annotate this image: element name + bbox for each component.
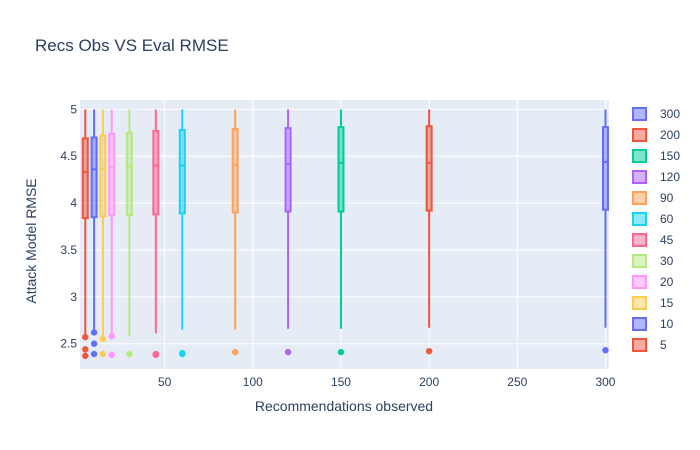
- box-traces: [81, 109, 609, 360]
- legend-item-60[interactable]: 60: [632, 212, 674, 226]
- box-20: [108, 109, 116, 359]
- legend-item-20[interactable]: 20: [632, 275, 674, 289]
- box-body: [152, 129, 160, 216]
- box-150: [337, 109, 345, 356]
- x-tick-label: 200: [419, 375, 439, 389]
- box-body: [99, 134, 107, 218]
- box-body: [425, 125, 433, 212]
- legend-swatch: [632, 317, 647, 331]
- legend-swatch: [632, 212, 647, 226]
- y-axis-label: Attack Model RMSE: [23, 178, 39, 303]
- x-tick-label: 100: [243, 375, 263, 389]
- box-body: [337, 126, 345, 213]
- y-tick-labels: 2.5 3 3.5 4 4.5 5: [60, 102, 77, 350]
- box-300: [601, 109, 609, 354]
- outlier-point: [90, 340, 98, 347]
- legend-item-90[interactable]: 90: [632, 191, 674, 205]
- x-axis-label: Recommendations observed: [255, 398, 433, 414]
- y-tick-label: 4.5: [60, 149, 77, 163]
- legend-item-200[interactable]: 200: [632, 128, 680, 142]
- box-120: [284, 109, 292, 356]
- legend-swatch: [632, 128, 647, 142]
- box-30: [125, 109, 133, 358]
- box-60: [178, 109, 186, 358]
- box-10: [90, 109, 98, 358]
- legend-item-45[interactable]: 45: [632, 233, 674, 247]
- outlier-point: [99, 350, 107, 358]
- box-15: [99, 109, 107, 358]
- legend-item-15[interactable]: 15: [632, 296, 674, 310]
- box-body: [601, 126, 609, 211]
- y-tick-label: 3.5: [60, 243, 77, 257]
- x-tick-label: 150: [331, 375, 351, 389]
- legend-label: 45: [660, 233, 674, 247]
- outlier-point: [90, 329, 98, 336]
- y-tick-label: 5: [70, 102, 77, 116]
- legend-swatch: [632, 296, 647, 310]
- box-body: [125, 131, 133, 217]
- legend-swatch: [632, 107, 647, 121]
- x-tick-label: 300: [595, 375, 615, 389]
- outlier-point: [284, 348, 292, 356]
- box-body: [231, 128, 239, 214]
- legend-label: 60: [660, 212, 674, 226]
- legend-label: 300: [660, 107, 680, 121]
- legend-swatch: [632, 149, 647, 163]
- outlier-point: [82, 333, 89, 341]
- legend-swatch: [632, 191, 647, 205]
- box-200: [425, 109, 433, 355]
- y-tick-label: 2.5: [60, 337, 77, 351]
- outlier-point: [90, 350, 98, 358]
- outlier-point: [99, 335, 107, 343]
- legend-label: 200: [660, 128, 680, 142]
- box-body: [81, 137, 89, 220]
- legend-swatch: [632, 275, 647, 289]
- legend-swatch: [632, 233, 647, 247]
- box-45: [152, 109, 160, 359]
- legend-item-150[interactable]: 150: [632, 149, 680, 163]
- outlier-point: [82, 346, 89, 353]
- box-body: [90, 136, 98, 219]
- box-body: [178, 128, 186, 215]
- legend-label: 90: [660, 191, 674, 205]
- box-5: [81, 109, 89, 360]
- chart-title: Recs Obs VS Eval RMSE: [35, 36, 229, 55]
- plot-area: [80, 100, 609, 369]
- legend-swatch: [632, 338, 647, 352]
- box-90: [231, 109, 239, 356]
- legend-label: 30: [660, 254, 674, 268]
- y-tick-label: 3: [70, 290, 77, 304]
- outlier-point: [425, 347, 433, 355]
- legend-swatch: [632, 170, 647, 184]
- legend-item-10[interactable]: 10: [632, 317, 674, 331]
- outlier-point: [337, 348, 345, 356]
- x-tick-label: 50: [158, 375, 172, 389]
- outlier-point: [82, 352, 89, 360]
- outlier-point: [108, 351, 115, 359]
- y-tick-label: 4: [70, 196, 77, 210]
- legend-label: 5: [660, 338, 667, 352]
- legend-label: 150: [660, 149, 680, 163]
- x-tick-label: 250: [507, 375, 527, 389]
- legend-label: 10: [660, 317, 674, 331]
- x-tick-labels: 50 100 150 200 250 300: [158, 375, 616, 389]
- legend-item-5[interactable]: 5: [632, 338, 667, 352]
- outlier-point: [179, 350, 186, 358]
- legend: 300 200 150 120 90 60 45 30 20 15 10 5: [632, 107, 680, 352]
- legend-label: 20: [660, 275, 674, 289]
- outlier-point: [602, 347, 609, 354]
- outlier-point: [126, 350, 133, 358]
- outlier-point: [231, 348, 239, 356]
- outlier-point: [108, 332, 115, 340]
- legend-item-300[interactable]: 300: [632, 107, 680, 121]
- legend-item-120[interactable]: 120: [632, 170, 680, 184]
- legend-label: 15: [660, 296, 674, 310]
- legend-item-30[interactable]: 30: [632, 254, 674, 268]
- legend-label: 120: [660, 170, 680, 184]
- outlier-point: [152, 351, 160, 359]
- box-body: [284, 127, 292, 213]
- box-body: [108, 132, 116, 217]
- legend-swatch: [632, 254, 647, 268]
